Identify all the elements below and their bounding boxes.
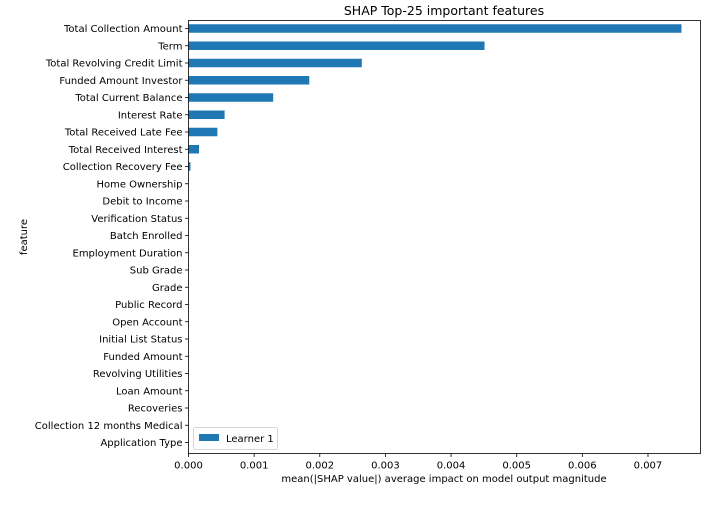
y-tick-label: Interest Rate — [118, 110, 183, 121]
bar — [188, 93, 274, 102]
legend-label: Learner 1 — [226, 434, 274, 445]
y-tick-label: Collection Recovery Fee — [63, 162, 183, 173]
y-tick-label: Funded Amount Investor — [59, 76, 183, 87]
y-tick-label: Total Current Balance — [74, 93, 182, 104]
y-tick-label: Loan Amount — [116, 386, 183, 397]
y-axis-label: feature — [19, 219, 30, 255]
y-tick-label: Revolving Utilities — [93, 369, 183, 380]
bar — [188, 76, 310, 85]
x-tick-labels: 0.000 0.001 0.002 0.003 0.004 0.005 0.006 0.007 — [174, 453, 663, 472]
chart-title: SHAP Top-25 important features — [344, 3, 544, 18]
y-tick-label: Total Received Late Fee — [64, 128, 183, 139]
bar — [188, 110, 225, 119]
y-tick-label: Application Type — [100, 438, 182, 449]
y-tick-label: Employment Duration — [73, 248, 183, 259]
x-tick-label: 0.004 — [437, 461, 466, 472]
y-tick-label: Public Record — [115, 300, 182, 311]
x-axis-label: mean(|SHAP value|) average impact on mod… — [281, 474, 606, 485]
y-tick-label: Grade — [152, 283, 183, 294]
legend: Learner 1 — [193, 427, 278, 450]
y-tick-label: Batch Enrolled — [110, 231, 183, 242]
y-tick-labels: Total Collection Amount Term Total Revolvi… — [35, 24, 189, 449]
y-tick-label: Home Ownership — [96, 179, 182, 190]
x-tick-label: 0.007 — [634, 461, 663, 472]
y-tick-label: Total Revolving Credit Limit — [45, 59, 183, 70]
bar — [188, 24, 682, 33]
plot-frame — [188, 20, 701, 454]
y-tick-label: Open Account — [112, 317, 182, 328]
y-tick-label: Initial List Status — [99, 335, 182, 346]
bar — [188, 41, 485, 50]
bar — [188, 145, 200, 154]
y-tick-label: Sub Grade — [130, 266, 183, 277]
y-tick-label: Total Collection Amount — [63, 24, 183, 35]
x-tick-label: 0.003 — [371, 461, 400, 472]
x-tick-label: 0.001 — [240, 461, 269, 472]
y-tick-label: Collection 12 months Medical — [35, 421, 183, 432]
bar — [188, 127, 218, 137]
y-tick-label: Debit to Income — [102, 197, 182, 208]
bar — [188, 162, 191, 171]
legend-swatch — [199, 434, 219, 441]
bars-group — [188, 24, 682, 171]
x-tick-label: 0.006 — [568, 461, 597, 472]
bar — [188, 58, 362, 68]
y-tick-label: Term — [157, 41, 182, 52]
y-tick-label: Total Received Interest — [68, 145, 183, 156]
x-tick-label: 0.002 — [305, 461, 334, 472]
legend-frame — [193, 427, 278, 450]
y-tick-label: Funded Amount — [103, 352, 182, 363]
x-tick-label: 0.005 — [502, 461, 531, 472]
x-tick-label: 0.000 — [174, 461, 203, 472]
y-tick-label: Verification Status — [91, 214, 182, 225]
y-tick-label: Recoveries — [128, 404, 183, 415]
